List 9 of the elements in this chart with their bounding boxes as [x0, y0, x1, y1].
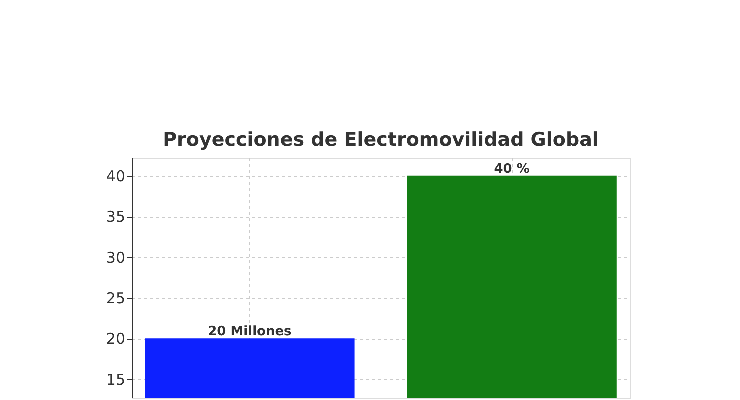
y-tick-label: 20	[106, 330, 126, 348]
data-label: 20 Millones	[208, 324, 292, 340]
chart-title: Proyecciones de Electromovilidad Global	[163, 129, 599, 151]
y-tick-label: 30	[106, 248, 126, 267]
y-tick-label: 25	[106, 289, 126, 308]
y-tick-label: 40	[106, 167, 126, 186]
y-tick-label: 15	[106, 370, 126, 389]
data-label: 40 %	[494, 162, 530, 177]
y-tick-label: 35	[106, 208, 126, 226]
